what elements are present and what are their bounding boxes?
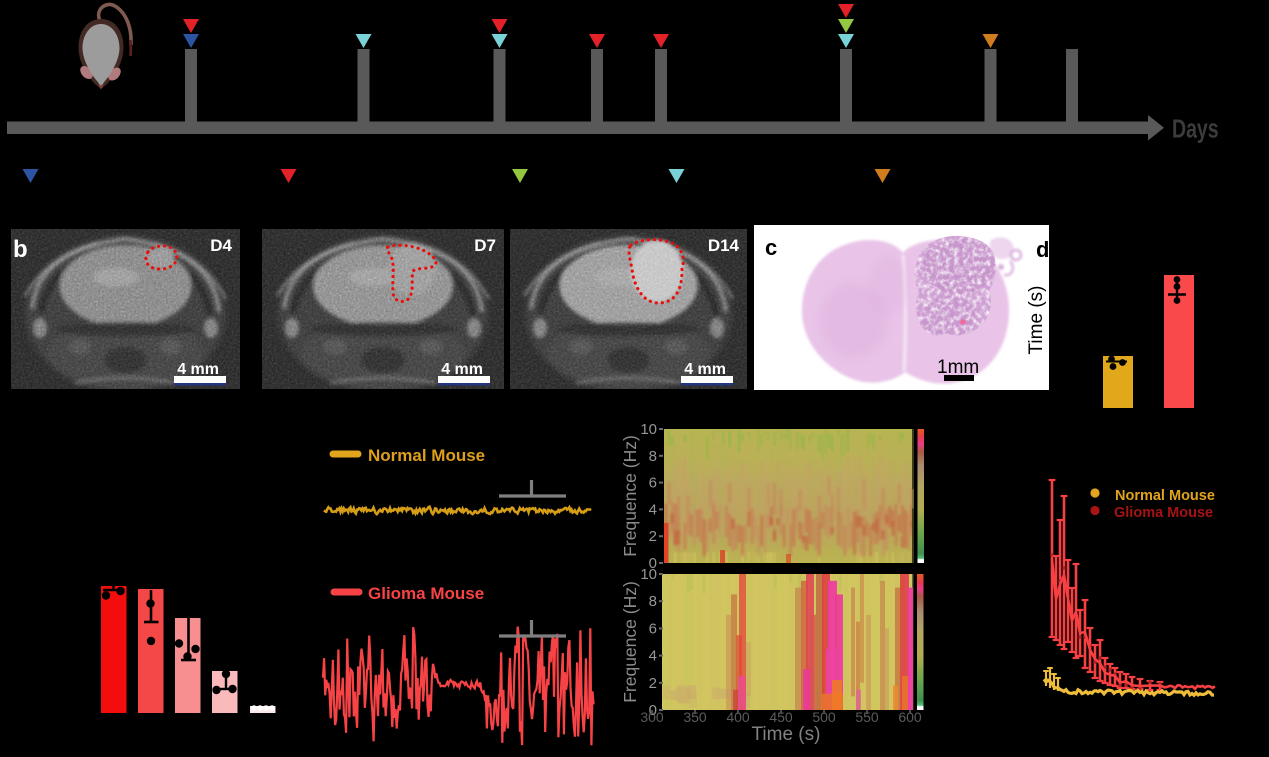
svg-text:Time (s): Time (s) (1026, 286, 1047, 355)
svg-text:b: b (13, 236, 28, 263)
svg-text:4 mm: 4 mm (177, 361, 219, 378)
svg-text:6: 6 (649, 475, 657, 492)
svg-text:1mm: 1mm (937, 357, 979, 378)
svg-text:2: 2 (649, 675, 657, 692)
svg-text:4: 4 (649, 501, 657, 518)
svg-text:550: 550 (855, 709, 879, 725)
svg-text:8: 8 (649, 593, 657, 610)
svg-text:10: 10 (640, 421, 657, 438)
svg-text:4: 4 (649, 648, 657, 665)
svg-text:Time (s): Time (s) (752, 724, 821, 745)
svg-text:6: 6 (649, 620, 657, 637)
svg-text:4 mm: 4 mm (441, 361, 483, 378)
svg-text:400: 400 (726, 709, 750, 725)
svg-text:2: 2 (649, 528, 657, 545)
svg-text:300: 300 (640, 709, 664, 725)
svg-text:D4: D4 (210, 236, 232, 255)
svg-text:Normal Mouse: Normal Mouse (1115, 488, 1215, 504)
svg-text:350: 350 (683, 709, 707, 725)
svg-text:600: 600 (898, 709, 922, 725)
svg-text:D7: D7 (474, 236, 496, 255)
svg-text:Frequence (Hz): Frequence (Hz) (620, 435, 640, 557)
svg-text:Glioma Mouse: Glioma Mouse (368, 584, 484, 603)
svg-text:Normal Mouse: Normal Mouse (368, 446, 485, 465)
svg-text:Glioma Mouse: Glioma Mouse (1114, 505, 1213, 521)
svg-text:d: d (1036, 237, 1049, 262)
svg-text:Days: Days (1172, 114, 1219, 143)
svg-text:500: 500 (812, 709, 836, 725)
svg-text:10: 10 (640, 566, 657, 583)
svg-text:D14: D14 (708, 236, 740, 255)
svg-text:c: c (765, 235, 777, 260)
svg-text:8: 8 (649, 448, 657, 465)
svg-text:450: 450 (769, 709, 793, 725)
svg-text:Frequence (Hz): Frequence (Hz) (620, 581, 640, 703)
svg-text:4 mm: 4 mm (684, 361, 726, 378)
svg-text:0: 0 (649, 555, 657, 572)
